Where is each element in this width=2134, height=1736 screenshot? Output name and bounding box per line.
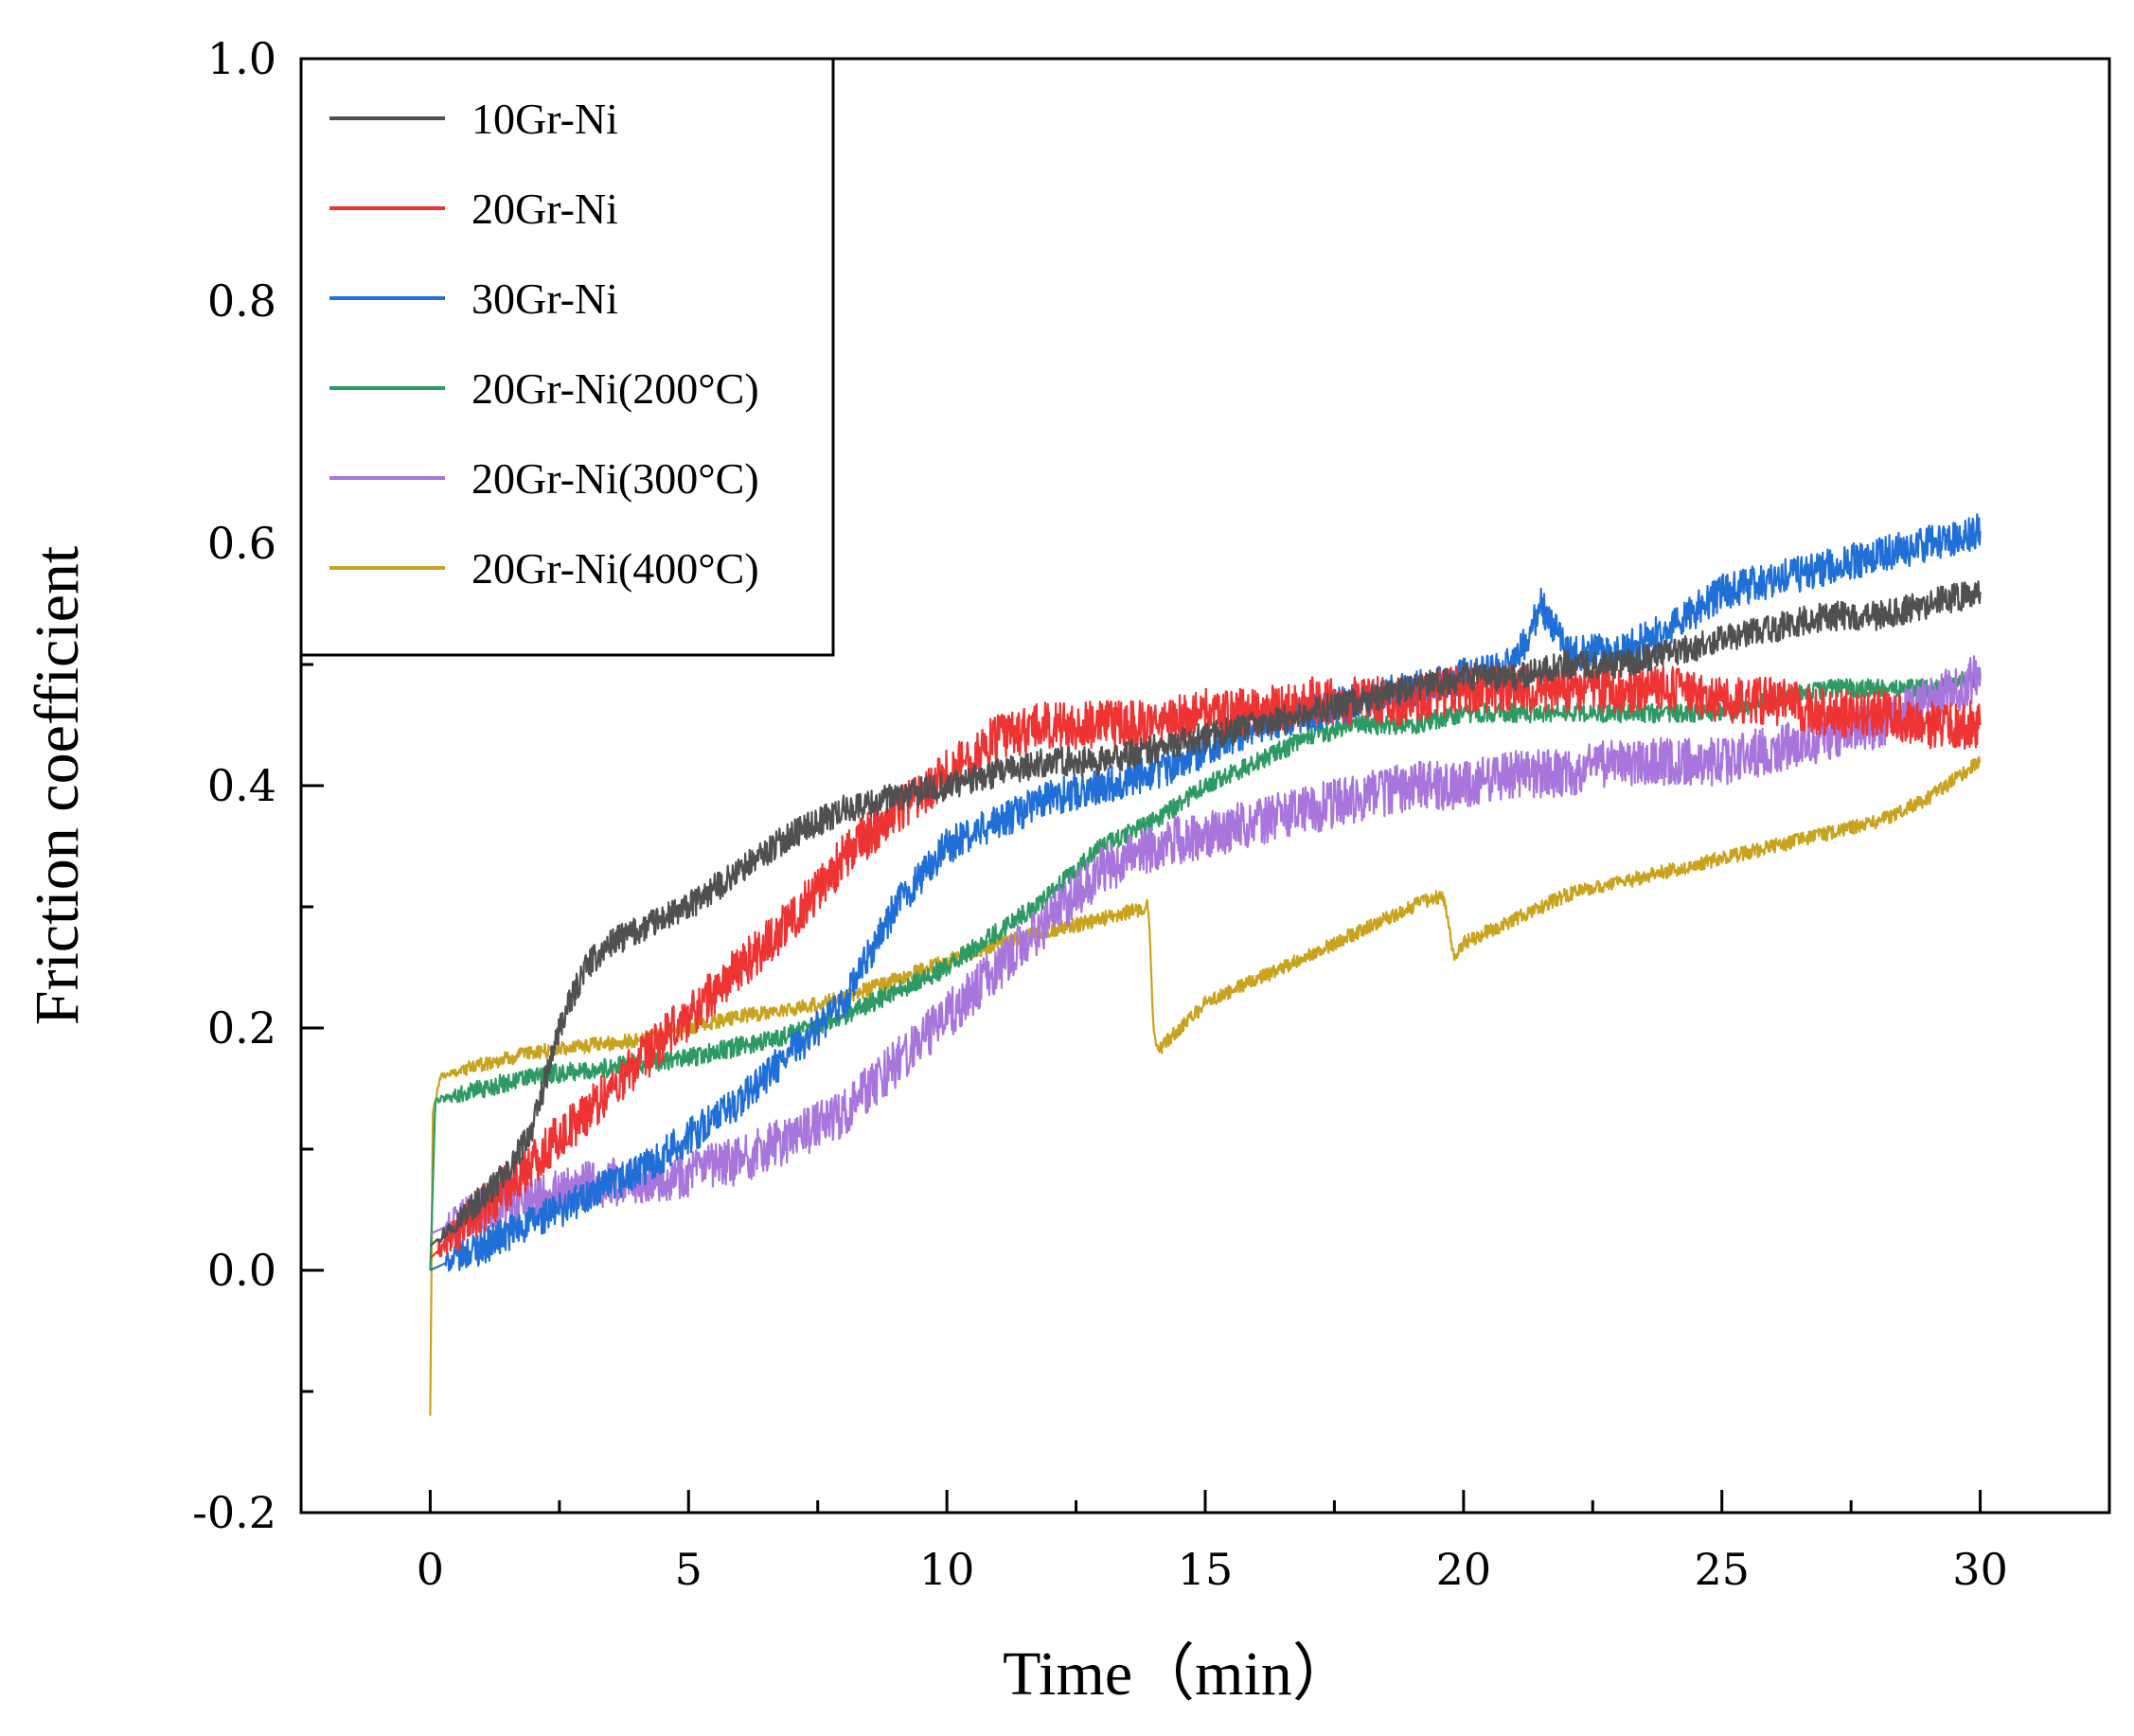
x-axis-title: Time（min） <box>1003 1639 1355 1709</box>
legend-box <box>299 57 835 657</box>
legend-label: 20Gr-Ni(200°C) <box>471 364 759 413</box>
series-layer <box>429 513 1982 1416</box>
y-tick-label: 0.8 <box>207 275 276 327</box>
x-tick-label: 0 <box>417 1544 444 1595</box>
y-tick-label: 0.4 <box>207 760 276 811</box>
y-tick-label: 0.6 <box>207 518 276 569</box>
y-tick-label: 0.0 <box>207 1245 276 1296</box>
x-tick-label: 25 <box>1694 1544 1750 1595</box>
y-tick-label: 1.0 <box>207 33 276 84</box>
legend-label: 20Gr-Ni <box>471 185 618 233</box>
x-tick-label: 5 <box>675 1544 702 1595</box>
series-line <box>429 655 1982 1240</box>
y-tick-label: 0.2 <box>207 1002 276 1054</box>
x-tick-label: 30 <box>1952 1544 2008 1595</box>
legend: 10Gr-Ni 20Gr-Ni 30Gr-Ni 20Gr-Ni(200°C) 20Gr-… <box>299 57 835 657</box>
y-tick-label: -0.2 <box>192 1487 276 1538</box>
series-line <box>429 663 1982 1260</box>
x-tick-label: 10 <box>919 1544 975 1595</box>
legend-label: 20Gr-Ni(300°C) <box>471 454 759 503</box>
x-axis: 0 5 10 15 20 25 30 <box>417 1490 2008 1595</box>
x-tick-label: 20 <box>1436 1544 1492 1595</box>
series-line <box>429 666 1982 1271</box>
x-tick-label: 15 <box>1178 1544 1234 1595</box>
y-axis-title: Friction coefficient <box>23 546 92 1025</box>
legend-label: 20Gr-Ni(400°C) <box>471 544 759 593</box>
series-line <box>429 580 1982 1248</box>
legend-label: 10Gr-Ni <box>471 95 618 143</box>
legend-label: 30Gr-Ni <box>471 275 618 323</box>
